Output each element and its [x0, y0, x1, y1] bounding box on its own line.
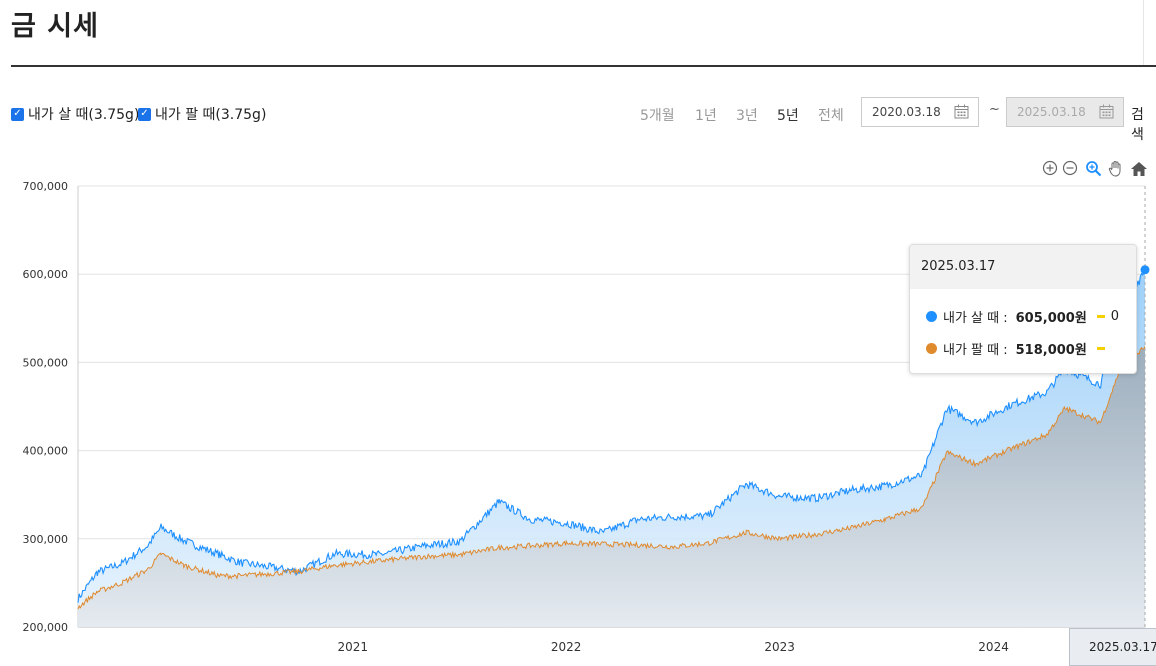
sell-checkbox[interactable]: ✓ 내가 팔 때(3.75g) — [138, 104, 266, 124]
sell-dot-icon — [926, 343, 937, 354]
range-all[interactable]: 전체 — [818, 108, 844, 124]
start-date-field[interactable]: 2020.03.18 — [861, 97, 979, 127]
price-chart[interactable]: 200,000 300,000 400,000 500,000 600,000 700,0… — [0, 170, 1156, 666]
zoom-in-icon[interactable] — [1042, 160, 1060, 178]
x-tick-label: 2023 — [764, 640, 795, 654]
buy-hover-point — [1140, 265, 1150, 275]
range-3years[interactable]: 3년 — [736, 108, 758, 124]
chart-tooltip: 2025.03.17 내가 살 때 : 605,000원 0 내가 팔 때 : … — [909, 244, 1137, 374]
dash-icon — [1096, 347, 1105, 350]
tooltip-buy-row: 내가 살 때 : 605,000원 0 — [926, 307, 1119, 326]
tooltip-buy-value: 605,000원 — [1015, 311, 1087, 326]
sell-checkbox-label: 내가 팔 때(3.75g) — [155, 107, 267, 123]
buy-dot-icon — [926, 311, 937, 322]
tooltip-sell-value: 518,000원 — [1015, 343, 1087, 358]
tooltip-sell-row: 내가 팔 때 : 518,000원 — [926, 339, 1111, 358]
calendar-icon[interactable] — [1099, 104, 1114, 119]
tooltip-buy-extra: 0 — [1110, 309, 1120, 324]
title-divider — [11, 65, 1156, 67]
y-tick-label: 600,000 — [23, 268, 69, 281]
checkmark-icon[interactable]: ✓ — [138, 107, 151, 121]
sell-series-line — [77, 346, 1146, 610]
y-tick-label: 400,000 — [23, 445, 69, 458]
range-5years[interactable]: 5년 — [777, 108, 799, 124]
start-date-value: 2020.03.18 — [872, 105, 941, 119]
y-tick-label: 500,000 — [23, 356, 69, 369]
zoom-out-icon[interactable] — [1062, 160, 1080, 178]
tooltip-buy-name: 내가 살 때 : — [943, 311, 1008, 326]
sell-area — [78, 346, 1145, 627]
tooltip-date: 2025.03.17 — [910, 245, 1136, 289]
home-icon[interactable] — [1130, 160, 1148, 178]
x-tick-label: 2024 — [978, 640, 1009, 654]
y-tick-label: 700,000 — [23, 180, 69, 193]
range-1year[interactable]: 1년 — [695, 108, 717, 124]
search-button[interactable]: 검색 — [1131, 107, 1144, 143]
x-axis: 2021 2022 2023 2024 — [78, 626, 1145, 654]
y-axis: 200,000 300,000 400,000 500,000 600,000 700,0… — [23, 180, 79, 634]
end-date-field[interactable]: 2025.03.18 — [1006, 97, 1124, 127]
date-range-separator: ~ — [989, 102, 1000, 117]
controls-bar: ✓ 내가 살 때(3.75g) ✓ 내가 팔 때(3.75g) 5개월 1년 3… — [11, 97, 1156, 143]
x-tick-label: 2021 — [338, 640, 369, 654]
y-tick-label: 300,000 — [23, 533, 69, 546]
zoom-select-icon[interactable] — [1085, 160, 1103, 178]
pan-hand-icon[interactable] — [1107, 160, 1125, 178]
buy-checkbox[interactable]: ✓ 내가 살 때(3.75g) — [11, 104, 139, 124]
end-date-value: 2025.03.18 — [1017, 105, 1086, 119]
scroll-edge — [1143, 0, 1144, 66]
crosshair-x-label: 2025.03.17 0 — [1069, 628, 1156, 666]
buy-series-line — [77, 269, 1146, 603]
x-tick-label: 2022 — [551, 640, 582, 654]
range-5months[interactable]: 5개월 — [640, 108, 675, 124]
tooltip-sell-name: 내가 팔 때 : — [943, 343, 1008, 358]
checkmark-icon[interactable]: ✓ — [11, 107, 24, 121]
calendar-icon[interactable] — [954, 104, 969, 119]
page-title: 금 시세 — [11, 11, 99, 42]
buy-checkbox-label: 내가 살 때(3.75g) — [28, 107, 140, 123]
y-tick-label: 200,000 — [23, 621, 69, 634]
chart-toolbar — [1042, 160, 1152, 180]
dash-icon — [1096, 315, 1105, 318]
